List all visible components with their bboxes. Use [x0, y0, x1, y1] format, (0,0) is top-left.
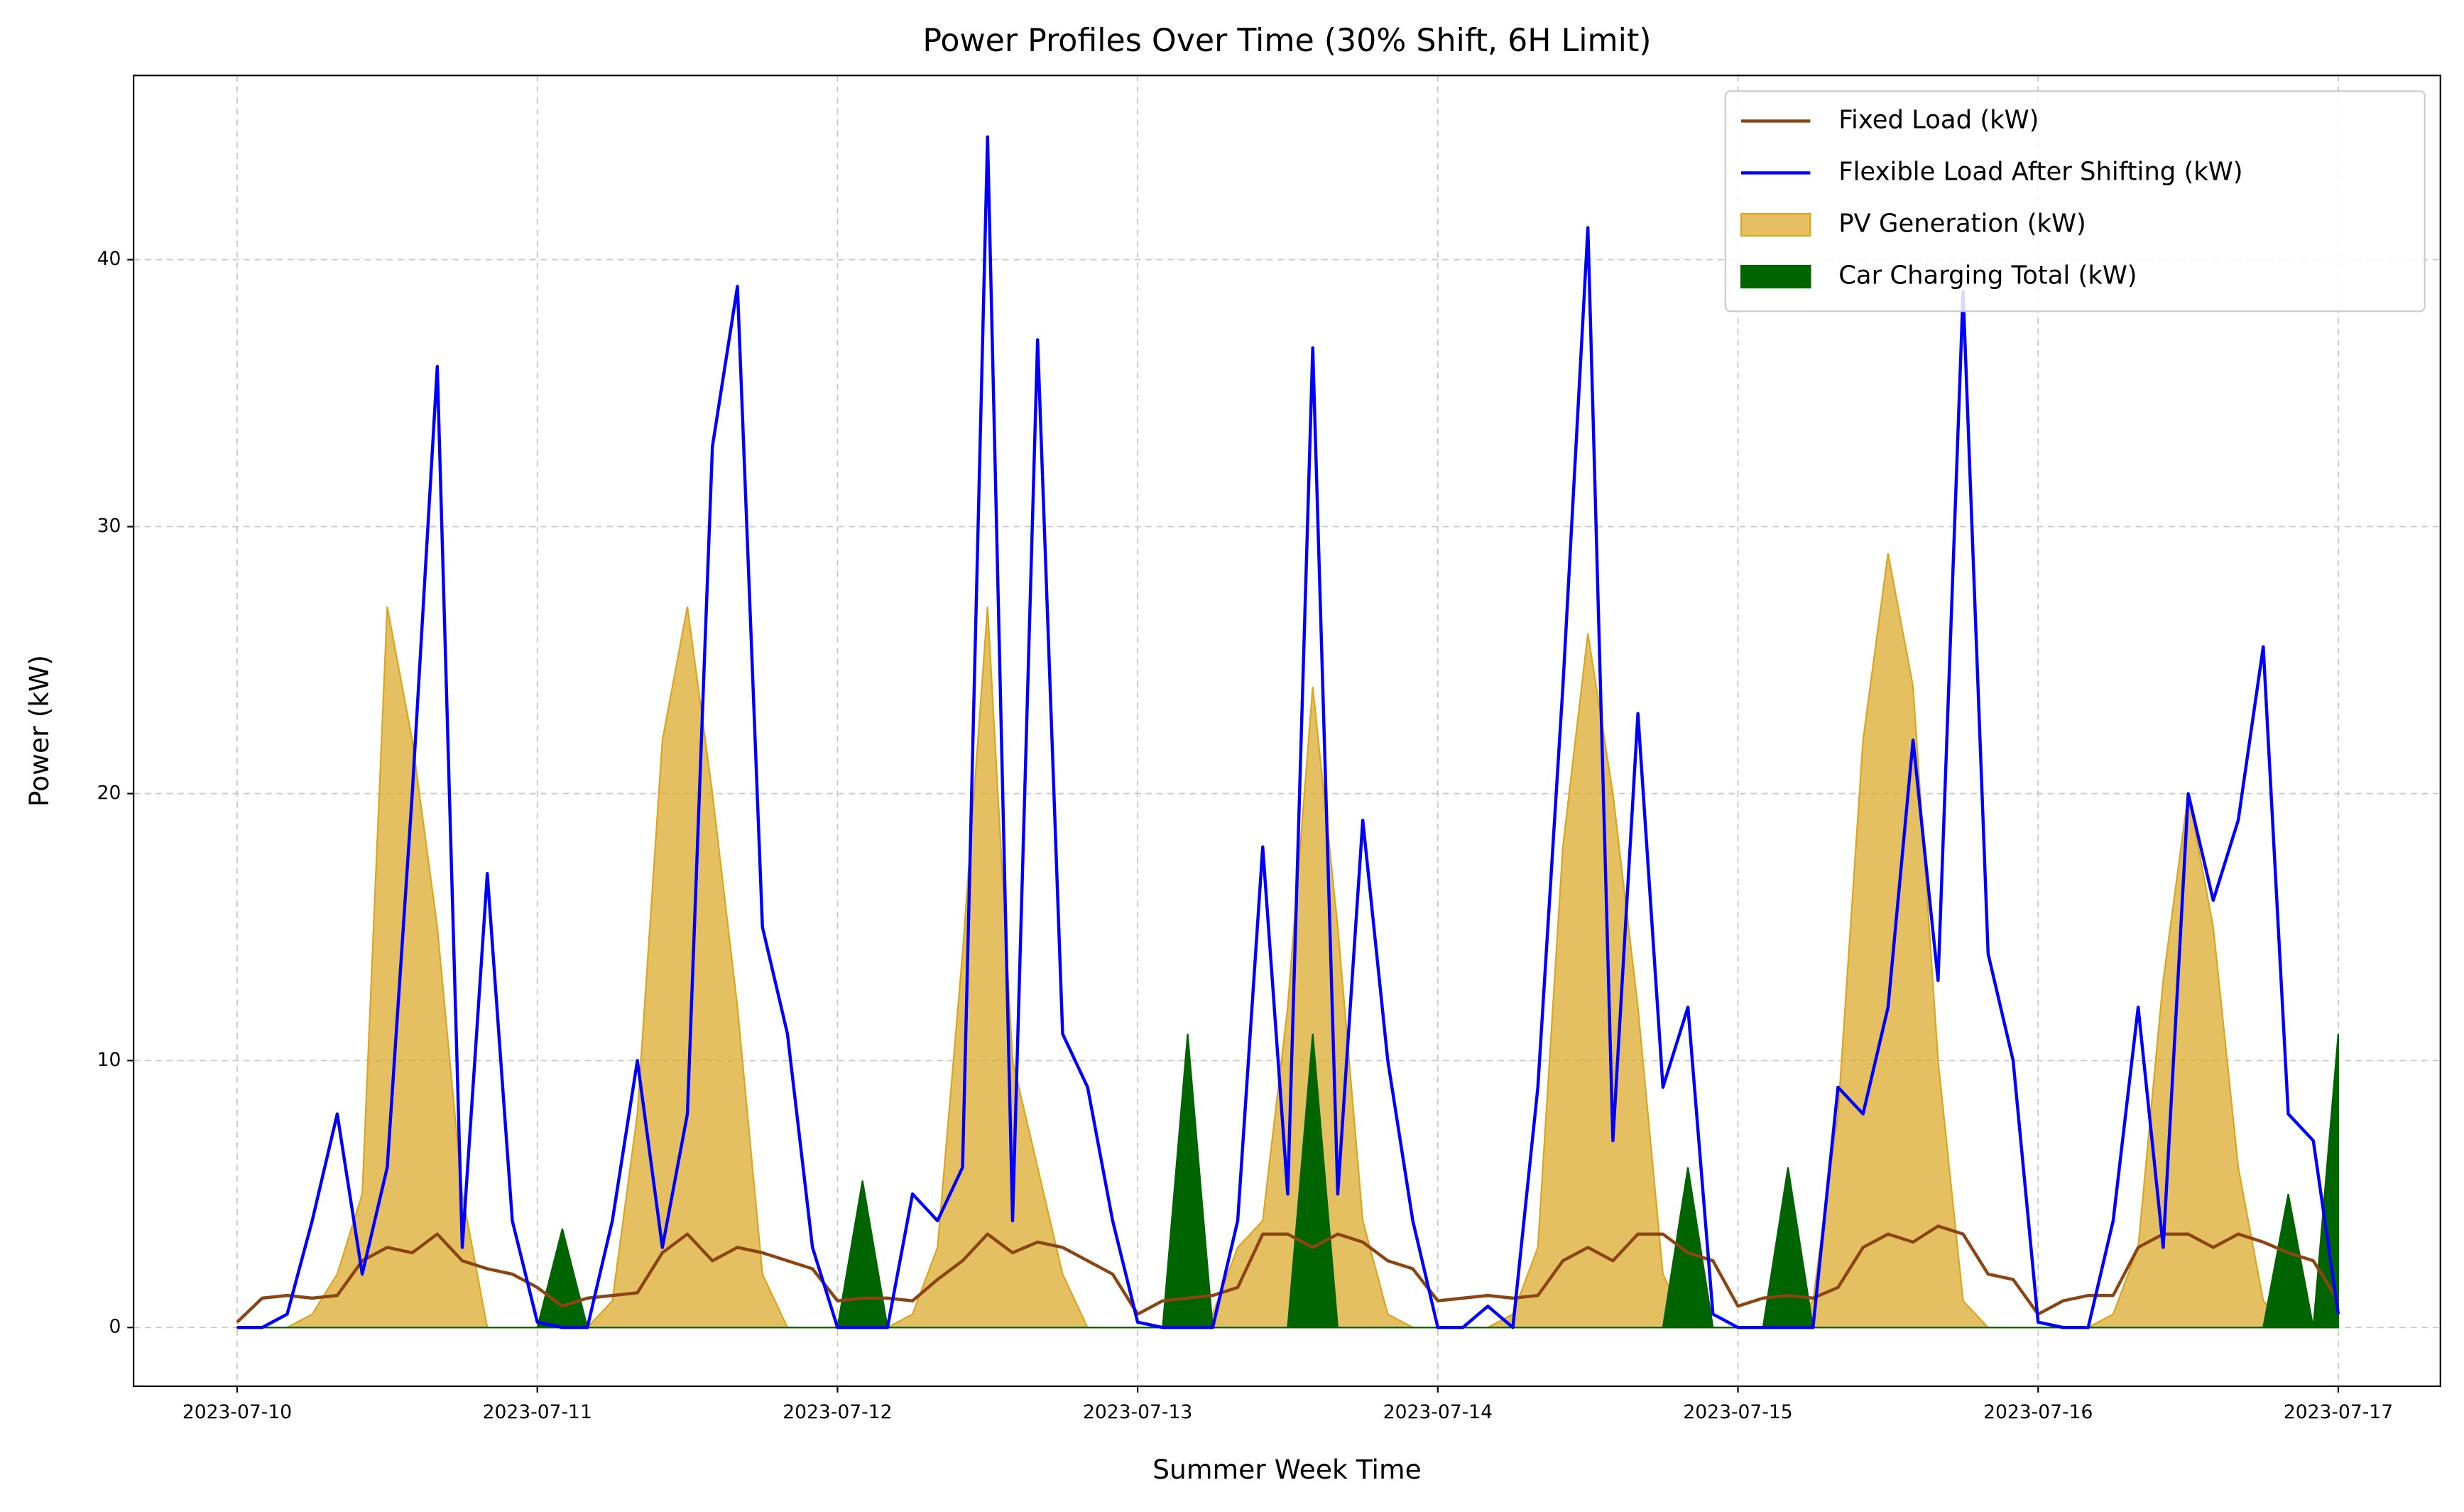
x-tick-label: 2023-07-13	[1083, 1401, 1192, 1423]
line-series	[237, 135, 2340, 1329]
legend: Fixed Load (kW) Flexible Load After Shift…	[1724, 90, 2426, 312]
grid	[133, 75, 2441, 1386]
y-tick-label: 40	[97, 248, 121, 270]
legend-label: Flexible Load After Shifting (kW)	[1838, 157, 2242, 186]
line-series	[236, 1224, 2340, 1324]
y-axis-label: Power (kW)	[23, 655, 55, 807]
legend-label: Fixed Load (kW)	[1838, 105, 2039, 134]
axes-frame	[132, 75, 2441, 1388]
x-tick-label: 2023-07-14	[1383, 1401, 1493, 1423]
y-tick-label: 10	[97, 1049, 121, 1071]
x-tick-label: 2023-07-17	[2284, 1401, 2393, 1423]
x-tick-label: 2023-07-10	[182, 1401, 292, 1423]
x-tick-label: 2023-07-16	[1983, 1401, 2093, 1423]
legend-label: Car Charging Total (kW)	[1838, 261, 2137, 290]
area-series	[236, 1033, 2340, 1329]
x-tick-label: 2023-07-12	[783, 1401, 892, 1423]
ticks: 0 10 20 30 40 2023-07-10 2023-07-11 2023-07-12 2…	[97, 248, 2393, 1423]
legend-label: PV Generation (kW)	[1838, 210, 2086, 239]
y-tick-label: 20	[97, 782, 121, 804]
legend-swatch	[1740, 212, 1811, 237]
x-tick-label: 2023-07-11	[483, 1401, 592, 1423]
y-tick-label: 0	[109, 1316, 121, 1338]
legend-box	[1724, 90, 2426, 312]
x-axis-label: Summer Week Time	[1152, 1454, 1422, 1485]
chart-title: Power Profiles Over Time (30% Shift, 6H …	[922, 23, 1651, 59]
y-tick-label: 30	[97, 515, 121, 537]
x-tick-label: 2023-07-15	[1683, 1401, 1792, 1423]
legend-swatch	[1740, 264, 1811, 289]
plot-area	[236, 135, 2340, 1329]
